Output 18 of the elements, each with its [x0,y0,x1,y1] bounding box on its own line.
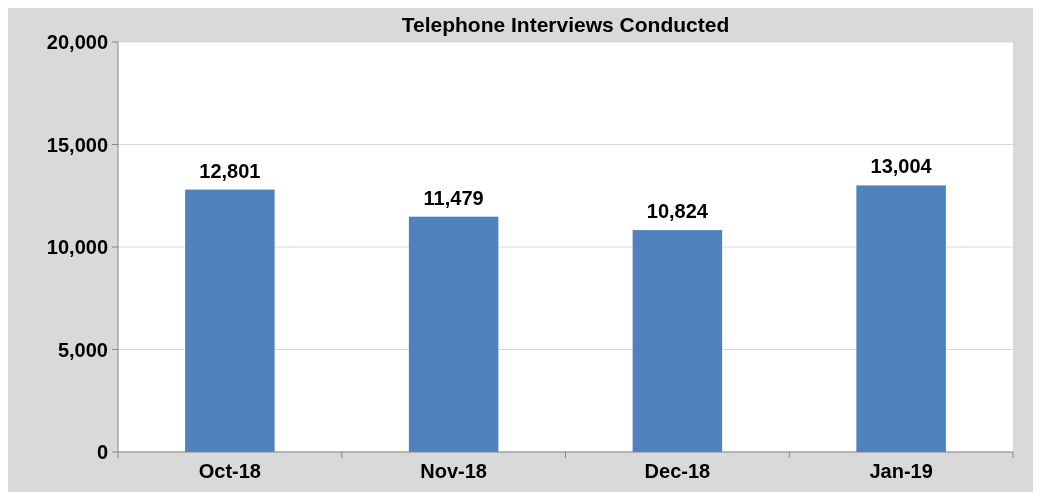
data-label: 10,824 [646,200,709,223]
data-label: 12,801 [199,159,261,182]
chart-title: Telephone Interviews Conducted [401,13,730,36]
y-tick-label: 5,000 [57,338,108,361]
data-label: 13,004 [870,155,933,178]
x-tick-label: Nov-18 [420,460,487,482]
x-tick-label: Oct-18 [198,460,261,482]
data-label: 11,479 [423,186,484,209]
bar [185,189,275,452]
x-tick-label: Jan-19 [869,460,933,482]
y-tick-label: 0 [96,441,108,463]
bar [856,185,946,452]
y-tick-label: 10,000 [46,236,108,258]
y-tick-label: 15,000 [46,133,108,156]
x-tick-label: Dec-18 [644,460,711,482]
y-tick-label: 20,000 [46,31,108,53]
bar [408,216,499,452]
bar [632,230,723,452]
